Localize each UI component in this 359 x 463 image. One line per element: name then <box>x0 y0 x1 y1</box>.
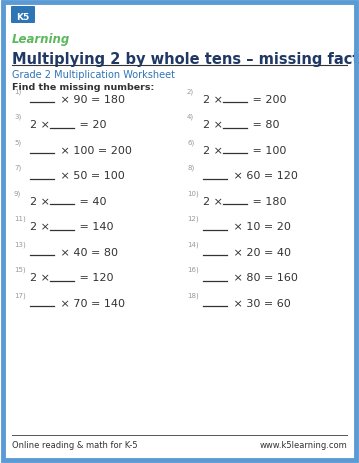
Text: = 140: = 140 <box>76 222 114 232</box>
Text: × 90 = 180: × 90 = 180 <box>57 95 125 105</box>
Text: 2 ×: 2 × <box>203 95 227 105</box>
Text: 2): 2) <box>187 88 194 95</box>
Text: 13): 13) <box>14 241 26 247</box>
Text: × 20 = 40: × 20 = 40 <box>230 247 291 257</box>
Text: × 40 = 80: × 40 = 80 <box>57 247 118 257</box>
Text: = 20: = 20 <box>76 120 107 130</box>
Text: 1): 1) <box>14 88 21 95</box>
Text: = 120: = 120 <box>76 273 114 283</box>
Text: = 100: = 100 <box>250 146 287 156</box>
Text: 15): 15) <box>14 266 25 273</box>
Text: × 30 = 60: × 30 = 60 <box>230 298 291 308</box>
Text: Learning: Learning <box>12 33 70 46</box>
Text: www.k5learning.com: www.k5learning.com <box>259 441 347 450</box>
Text: 2 ×: 2 × <box>203 120 227 130</box>
Text: 17): 17) <box>14 292 26 298</box>
Text: = 40: = 40 <box>76 197 107 206</box>
Text: 7): 7) <box>14 165 21 171</box>
Text: 2 ×: 2 × <box>203 197 227 206</box>
Text: = 80: = 80 <box>250 120 280 130</box>
Text: 2 ×: 2 × <box>30 120 53 130</box>
Text: × 10 = 20: × 10 = 20 <box>230 222 291 232</box>
Text: 8): 8) <box>187 165 194 171</box>
Text: Multiplying 2 by whole tens – missing factor: Multiplying 2 by whole tens – missing fa… <box>12 52 359 67</box>
Text: Online reading & math for K-5: Online reading & math for K-5 <box>12 441 137 450</box>
Text: × 100 = 200: × 100 = 200 <box>57 146 132 156</box>
Text: = 200: = 200 <box>250 95 287 105</box>
Text: 11): 11) <box>14 216 26 222</box>
Text: = 180: = 180 <box>250 197 287 206</box>
Text: 10): 10) <box>187 190 199 197</box>
Text: 14): 14) <box>187 241 199 247</box>
Text: × 60 = 120: × 60 = 120 <box>230 171 298 181</box>
Text: 18): 18) <box>187 292 199 298</box>
Text: 9): 9) <box>14 190 21 197</box>
Text: × 70 = 140: × 70 = 140 <box>57 298 125 308</box>
Text: 6): 6) <box>187 139 194 146</box>
Text: Grade 2 Multiplication Worksheet: Grade 2 Multiplication Worksheet <box>12 70 175 80</box>
Text: 16): 16) <box>187 266 199 273</box>
Text: K5: K5 <box>17 13 30 22</box>
FancyBboxPatch shape <box>11 7 35 24</box>
Text: 3): 3) <box>14 114 21 120</box>
Text: 5): 5) <box>14 139 21 146</box>
Text: 2 ×: 2 × <box>30 197 53 206</box>
Text: × 80 = 160: × 80 = 160 <box>230 273 298 283</box>
Text: 12): 12) <box>187 216 199 222</box>
Text: 2 ×: 2 × <box>30 222 53 232</box>
Text: 4): 4) <box>187 114 194 120</box>
Text: Find the missing numbers:: Find the missing numbers: <box>12 83 154 92</box>
Text: 2 ×: 2 × <box>203 146 227 156</box>
Text: 2 ×: 2 × <box>30 273 53 283</box>
Text: × 50 = 100: × 50 = 100 <box>57 171 125 181</box>
